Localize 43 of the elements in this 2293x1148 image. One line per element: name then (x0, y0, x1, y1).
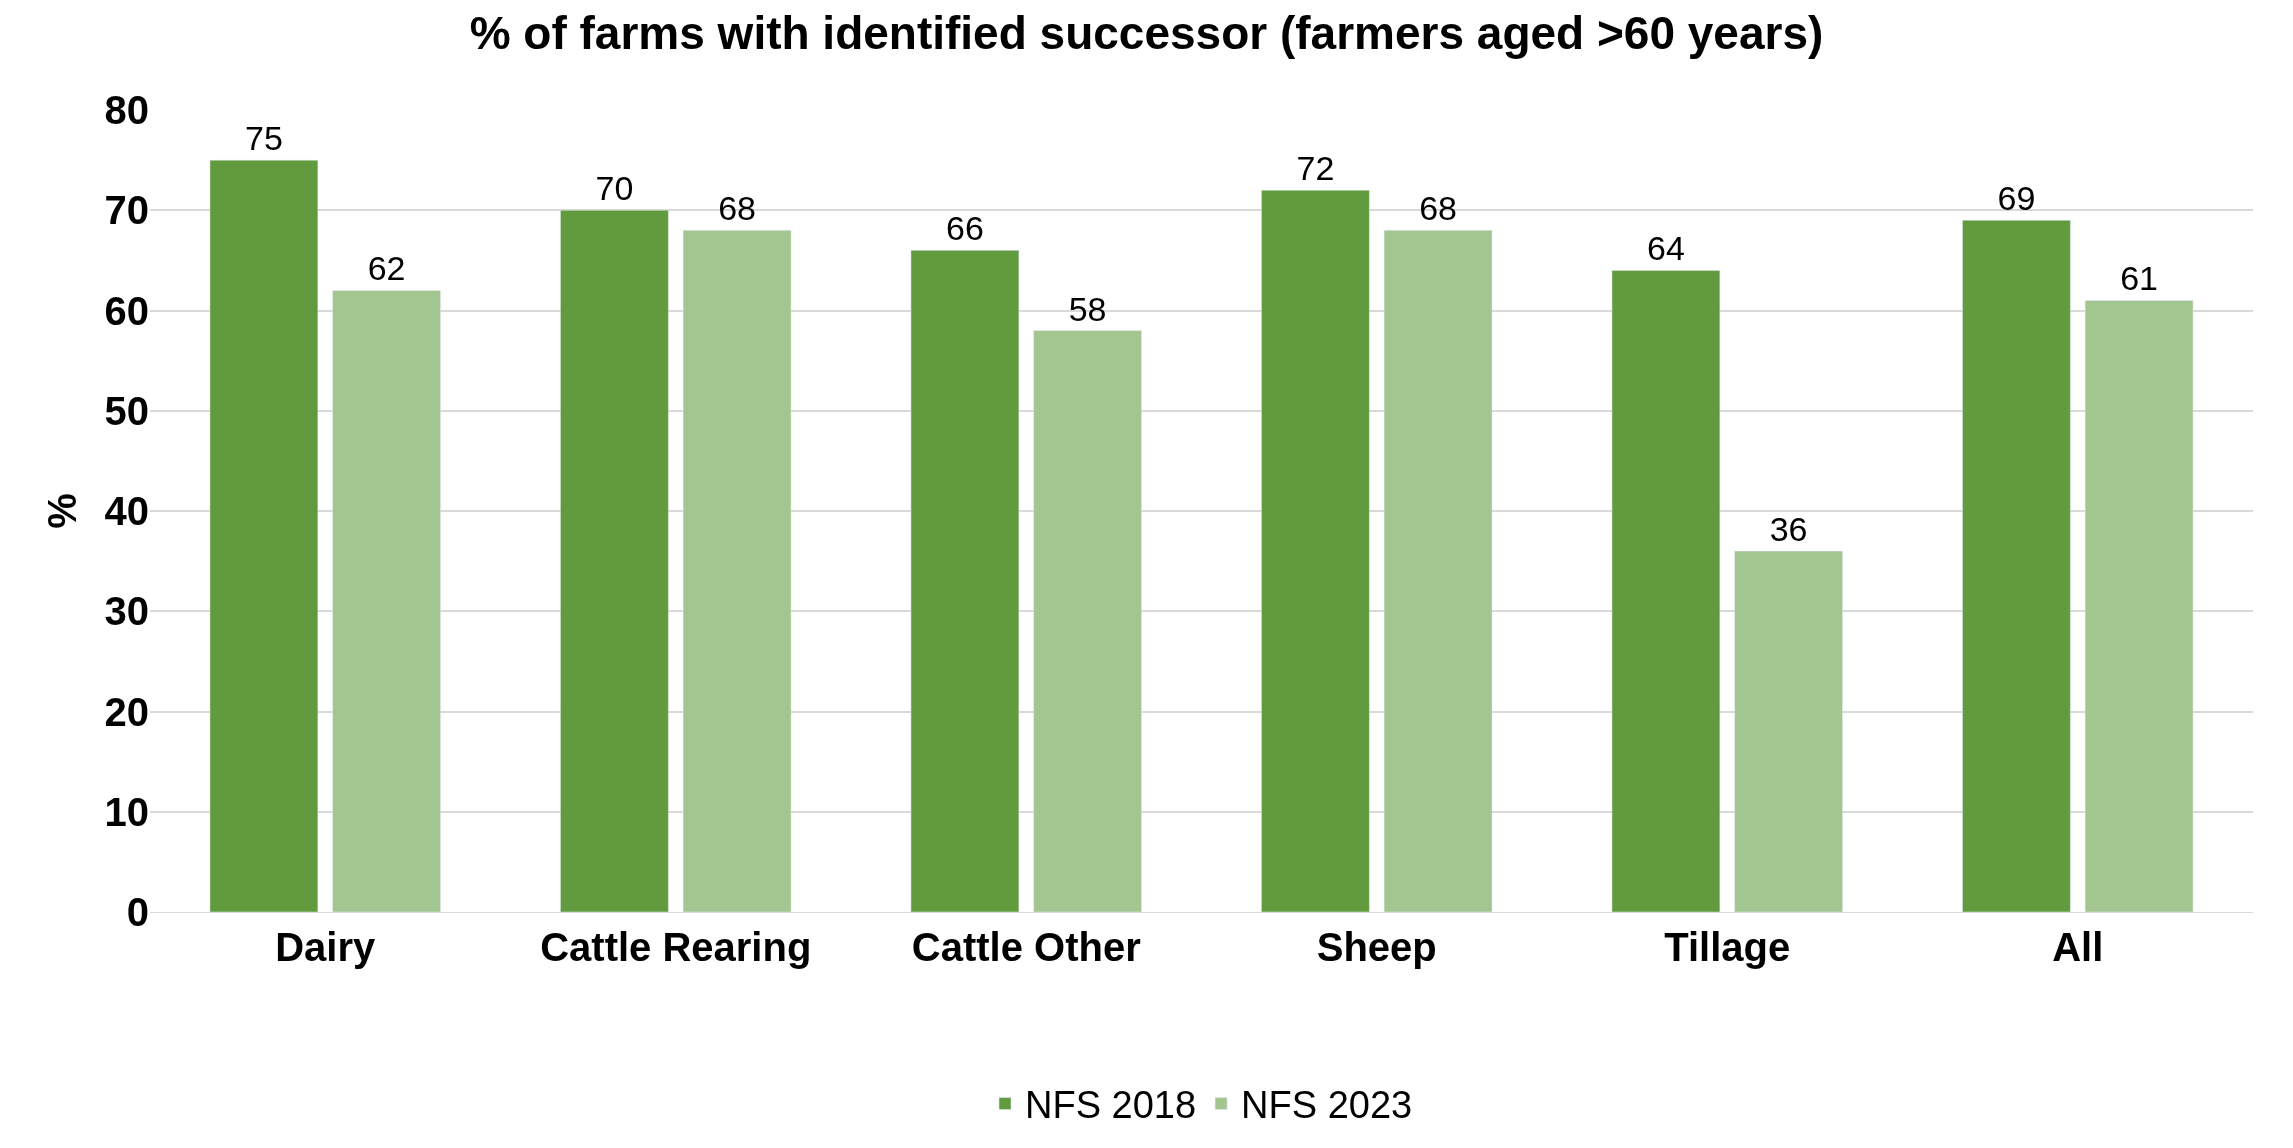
y-tick-label: 20 (104, 689, 149, 734)
y-tick-label: 10 (104, 789, 149, 834)
bar (1261, 189, 1370, 912)
y-tick-label: 0 (126, 890, 149, 934)
x-tick-label: Cattle Other (911, 925, 1141, 969)
y-tick-label: 60 (104, 288, 149, 333)
bar (682, 230, 792, 912)
bar (1734, 550, 1843, 912)
data-label: 58 (1068, 289, 1107, 328)
data-label: 68 (718, 189, 756, 228)
data-label: 72 (1296, 149, 1335, 188)
data-label: 36 (1769, 510, 1808, 549)
bar (1962, 220, 2071, 912)
bar (209, 159, 319, 912)
data-label: 62 (367, 249, 406, 288)
y-tick-label: 50 (104, 388, 149, 433)
data-label: 61 (2120, 259, 2158, 298)
x-tick-label: Tillage (1664, 925, 1791, 969)
data-label: 64 (1647, 229, 1685, 268)
y-tick-label: 80 (104, 88, 149, 132)
y-tick-label: 40 (104, 489, 149, 533)
x-tick-label: Dairy (275, 925, 377, 969)
data-label: 69 (1997, 179, 2036, 218)
bar (1611, 270, 1721, 912)
bar (332, 290, 441, 912)
bar (560, 210, 669, 912)
y-axis-title: % (40, 493, 84, 529)
bar (2084, 300, 2194, 912)
bar (910, 250, 1020, 912)
data-label: 68 (1419, 189, 1457, 228)
data-label: 75 (245, 119, 283, 158)
x-tick-label: Sheep (1316, 925, 1437, 969)
bar (1383, 230, 1493, 912)
y-tick-label: 30 (104, 589, 149, 634)
x-tick-label: Cattle Rearing (540, 925, 812, 969)
bar (1033, 330, 1142, 912)
y-tick-label: 70 (104, 188, 149, 233)
chart-title: % of farms with identified successor (farmers aged >60 years) (469, 7, 1824, 60)
data-label: 66 (946, 209, 984, 248)
legend-label: NFS 2018 (1025, 1084, 1197, 1127)
x-tick-label: All (2052, 925, 2104, 969)
legend-label: NFS 2023 (1241, 1084, 1413, 1127)
data-label: 70 (595, 169, 634, 208)
